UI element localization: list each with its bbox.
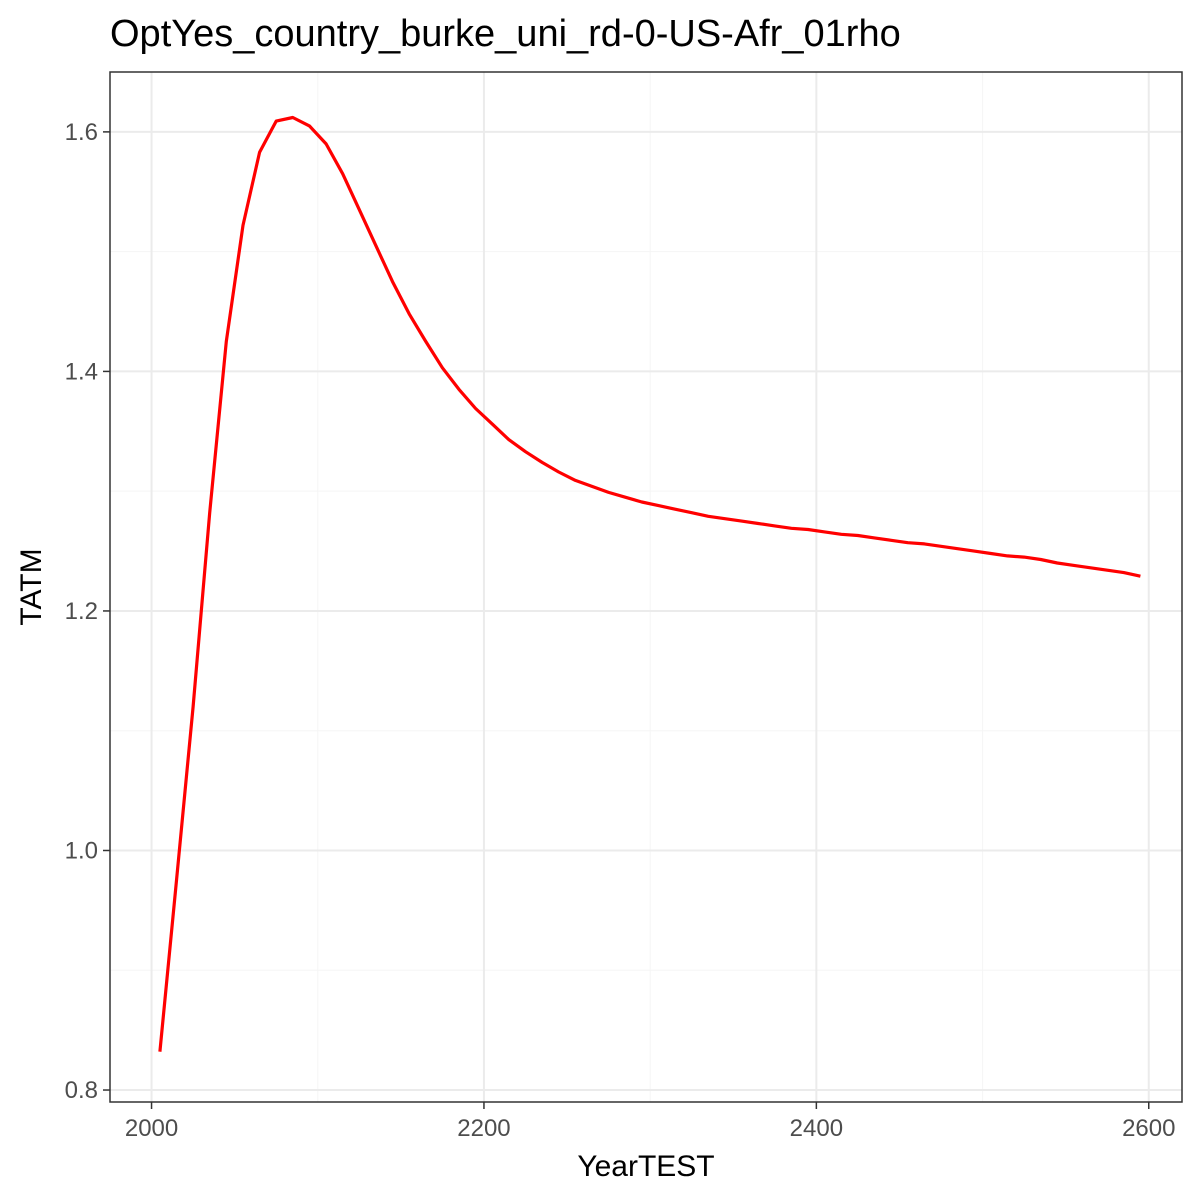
y-tick-label: 1.2 [65,598,98,625]
y-axis: 0.8 1.0 1.2 1.4 1.6 [65,119,110,1104]
y-tick-label: 1.4 [65,358,98,385]
grid-minor [110,72,1182,1102]
y-axis-title: TATM [15,548,48,625]
series-line [158,115,1141,1052]
y-tick-label: 0.8 [65,1077,98,1104]
series-layer [158,115,1141,1052]
x-tick-label: 2400 [790,1115,843,1142]
chart-title: OptYes_country_burke_uni_rd-0-US-Afr_01r… [110,13,901,55]
x-axis: 2000 2200 2400 2600 [125,1102,1175,1142]
y-tick-label: 1.6 [65,119,98,146]
x-tick-label: 2200 [457,1115,510,1142]
x-axis-title: YearTEST [577,1150,714,1183]
x-tick-label: 2000 [125,1115,178,1142]
panel-border [109,71,1183,1103]
grid-major [110,72,1182,1102]
y-tick-label: 1.0 [65,837,98,864]
x-tick-label: 2600 [1122,1115,1175,1142]
